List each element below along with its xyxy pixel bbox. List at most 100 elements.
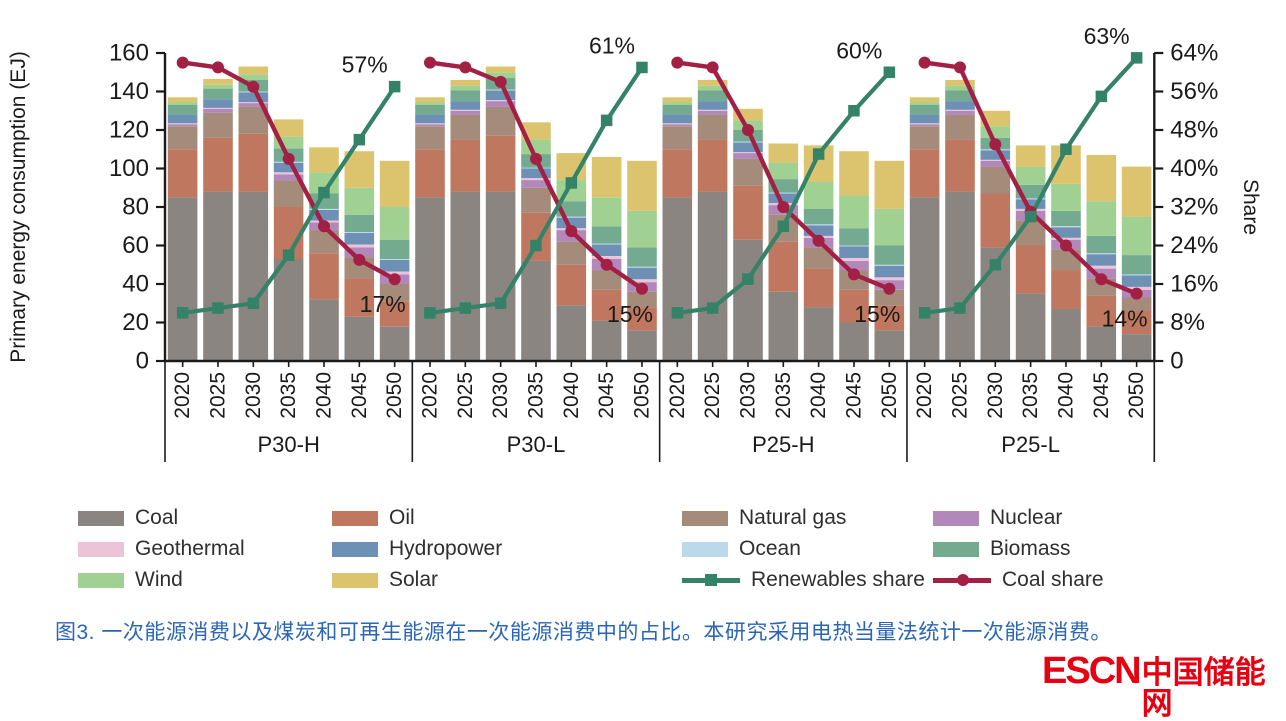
- bar-segment-geothermal: [874, 277, 905, 281]
- bar-segment-biomass: [839, 228, 869, 246]
- renewables-share-end-label: 57%: [342, 52, 388, 78]
- bar-segment-natural-gas: [874, 289, 905, 306]
- bar-segment-ocean: [1051, 226, 1081, 228]
- bar-segment-oil: [662, 149, 693, 198]
- x-axis-year-label: 2020: [418, 372, 441, 419]
- y-axis-title: Primary energy consumption (EJ): [7, 51, 30, 363]
- x-axis-year-label: 2045: [595, 372, 618, 419]
- bar-segment-ocean: [521, 167, 551, 169]
- legend-swatch-ocean: [682, 541, 728, 557]
- bar-segment-geothermal: [379, 271, 410, 275]
- bar-segment-coal: [733, 239, 763, 361]
- x-axis-year-label: 2050: [878, 372, 901, 419]
- legend-label: Coal share: [1002, 568, 1104, 591]
- bar-segment-wind: [1015, 166, 1046, 185]
- coal-share-marker: [848, 268, 860, 281]
- bar-segment-hydropower: [415, 114, 445, 124]
- bar-segment-natural-gas: [379, 284, 410, 302]
- coal-share-marker: [247, 80, 260, 93]
- legend-circle-marker-icon: [957, 574, 969, 586]
- bar-segment-hydropower: [1015, 199, 1046, 209]
- renewables-share-marker: [494, 297, 507, 309]
- legend-label: Geothermal: [135, 537, 245, 560]
- bar-segment-hydropower: [662, 114, 693, 124]
- bar-segment-geothermal: [415, 123, 445, 125]
- renewables-share-marker: [247, 297, 260, 309]
- bar-segment-hydropower: [450, 101, 481, 110]
- bar-segment-oil: [1015, 245, 1046, 294]
- legend-square-marker-icon: [705, 573, 717, 586]
- renewables-share-end-label: 61%: [589, 32, 635, 58]
- x-axis-year-label: 2035: [277, 372, 300, 419]
- x-axis-year-label: 2025: [701, 372, 724, 419]
- x-axis-year-label: 2040: [312, 372, 335, 419]
- bar-segment-wind: [203, 84, 233, 89]
- legend-item-renewables-share: Renewables share: [682, 568, 925, 592]
- bar-segment-nuclear: [485, 101, 516, 107]
- bar-segment-geothermal: [485, 100, 516, 102]
- bar-segment-wind: [1086, 201, 1117, 236]
- y-axis-tick-label: 60: [122, 232, 149, 259]
- bar-segment-oil: [167, 149, 198, 198]
- y-axis-tick-label: 160: [109, 40, 149, 67]
- bar-segment-coal: [379, 326, 410, 361]
- bar-segment-geothermal: [273, 172, 304, 175]
- bar-segment-solar: [945, 79, 975, 86]
- bar-segment-geothermal: [627, 279, 657, 283]
- bar-segment-ocean: [1015, 198, 1046, 200]
- renewables-share-marker: [671, 307, 684, 319]
- y-axis-tick-label: 120: [109, 117, 149, 144]
- bar-segment-solar: [415, 97, 445, 103]
- bar-segment-hydropower: [697, 101, 728, 110]
- bar-segment-oil: [309, 253, 339, 300]
- bar-segment-solar: [450, 79, 481, 86]
- renewables-share-marker: [812, 148, 825, 160]
- coal-share-marker: [494, 75, 507, 88]
- bar-segment-wind: [344, 187, 375, 215]
- bar-segment-hydropower: [485, 90, 516, 101]
- bar-segment-natural-gas: [662, 126, 693, 150]
- bar-segment-wind: [450, 85, 481, 91]
- legend-item-solar: Solar: [332, 568, 438, 592]
- escn-logo-text-en: ESCN: [1042, 650, 1142, 692]
- legend-item-wind: Wind: [78, 568, 183, 592]
- bar-segment-coal: [273, 259, 304, 361]
- bar-segment-natural-gas: [1121, 297, 1152, 311]
- bar-segment-coal: [803, 307, 834, 361]
- renewables-share-end-label: 63%: [1084, 23, 1130, 49]
- coal-share-marker: [1095, 273, 1108, 286]
- legend-swatch-wind: [78, 572, 124, 588]
- bar-segment-coal: [697, 191, 728, 361]
- coal-share-marker: [282, 152, 295, 165]
- bar-segment-ocean: [627, 266, 657, 268]
- chart-legend: Coal Oil Natural gas Nuclear Geothermal Hydro…: [0, 0, 1286, 591]
- x-axis-year-label: 2020: [913, 372, 936, 419]
- legend-swatch-coal: [78, 510, 124, 526]
- y-axis-tick-label: 140: [109, 78, 149, 105]
- legend-item-biomass: Biomass: [933, 537, 1071, 561]
- renewables-share-marker: [353, 133, 366, 146]
- bar-segment-oil: [521, 212, 551, 261]
- legend-item-coal-share: Coal share: [933, 568, 1104, 592]
- bar-segment-solar: [203, 79, 233, 85]
- coal-share-marker: [176, 56, 189, 69]
- bar-segment-wind: [839, 195, 869, 229]
- coal-share-marker: [918, 56, 931, 69]
- bar-segment-hydropower: [874, 265, 905, 278]
- bar-segment-biomass: [344, 214, 375, 232]
- x-axis-year-label: 2025: [948, 372, 971, 419]
- x-axis-year-label: 2050: [1125, 372, 1148, 419]
- bar-segment-hydropower: [167, 114, 198, 124]
- renewables-share-marker: [600, 114, 613, 127]
- bar-segment-coal: [874, 330, 905, 361]
- bar-segment-wind: [1121, 216, 1152, 256]
- bar-segment-geothermal: [591, 256, 622, 259]
- bar-segment-oil: [980, 193, 1011, 248]
- bar-segment-nuclear: [980, 160, 1011, 167]
- coal-share-end-label: 15%: [854, 301, 900, 327]
- renewables-share-marker: [565, 177, 578, 189]
- coal-share-marker: [812, 234, 825, 247]
- bar-segment-nuclear: [450, 110, 481, 115]
- x-axis-year-label: 2040: [560, 372, 583, 419]
- bar-segment-hydropower: [909, 114, 940, 124]
